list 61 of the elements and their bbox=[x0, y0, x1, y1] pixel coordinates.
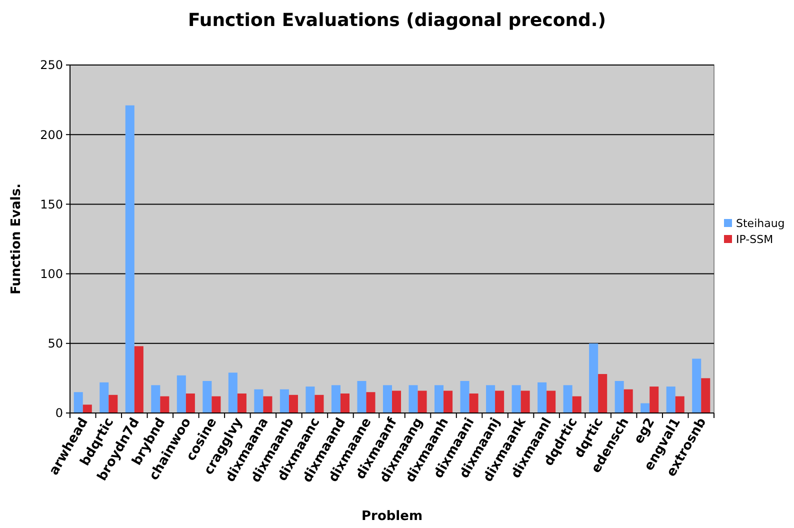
bar bbox=[495, 390, 504, 413]
bar bbox=[563, 385, 572, 413]
bar bbox=[306, 386, 315, 413]
legend-label: IP-SSM bbox=[736, 232, 774, 246]
y-tick-label: 50 bbox=[48, 336, 63, 351]
bar bbox=[392, 390, 402, 413]
bar bbox=[82, 404, 92, 413]
bar bbox=[340, 394, 350, 413]
y-tick-label: 200 bbox=[40, 128, 63, 142]
bar bbox=[444, 390, 453, 413]
bar bbox=[486, 385, 496, 413]
y-tick-label: 0 bbox=[55, 406, 63, 420]
y-tick-label: 100 bbox=[40, 267, 63, 281]
bar bbox=[314, 394, 324, 413]
bar bbox=[589, 343, 598, 413]
bar bbox=[624, 389, 633, 413]
bar bbox=[460, 380, 470, 413]
bar bbox=[382, 385, 392, 413]
bar bbox=[434, 385, 444, 413]
bar bbox=[546, 390, 556, 413]
bar bbox=[212, 396, 221, 413]
bar bbox=[202, 380, 212, 413]
bar bbox=[675, 396, 684, 413]
bar bbox=[572, 396, 582, 413]
bar bbox=[288, 394, 298, 413]
bar bbox=[263, 396, 272, 413]
bar bbox=[228, 372, 238, 413]
legend-label: Steihaug bbox=[736, 216, 785, 230]
bar bbox=[125, 105, 134, 413]
bar bbox=[280, 389, 289, 413]
bar bbox=[134, 346, 144, 413]
bar bbox=[538, 382, 547, 413]
bar bbox=[237, 394, 246, 413]
y-axis-title: Function Evals. bbox=[9, 183, 24, 295]
bar bbox=[160, 396, 170, 413]
bar bbox=[701, 378, 710, 413]
bar bbox=[108, 394, 118, 413]
x-axis-title: Problem bbox=[362, 509, 422, 524]
bar bbox=[100, 382, 109, 413]
chart-title: Function Evaluations (diagonal precond.) bbox=[188, 10, 606, 31]
bar bbox=[614, 380, 624, 413]
bar bbox=[666, 386, 676, 413]
y-tick-label: 250 bbox=[40, 58, 63, 72]
bar bbox=[598, 374, 608, 413]
bar bbox=[520, 390, 530, 413]
bar bbox=[408, 385, 418, 413]
bar bbox=[512, 385, 521, 413]
bar bbox=[469, 394, 478, 413]
bar bbox=[331, 385, 340, 413]
bar bbox=[366, 392, 376, 413]
bar bbox=[74, 392, 83, 413]
bar bbox=[176, 375, 186, 413]
bar bbox=[692, 358, 702, 413]
y-tick-label: 150 bbox=[40, 197, 63, 212]
bar bbox=[151, 385, 160, 413]
bar bbox=[254, 389, 264, 413]
bar bbox=[640, 403, 650, 413]
bar bbox=[418, 390, 427, 413]
bar bbox=[186, 394, 195, 413]
bar bbox=[357, 380, 366, 413]
bar bbox=[650, 386, 659, 413]
